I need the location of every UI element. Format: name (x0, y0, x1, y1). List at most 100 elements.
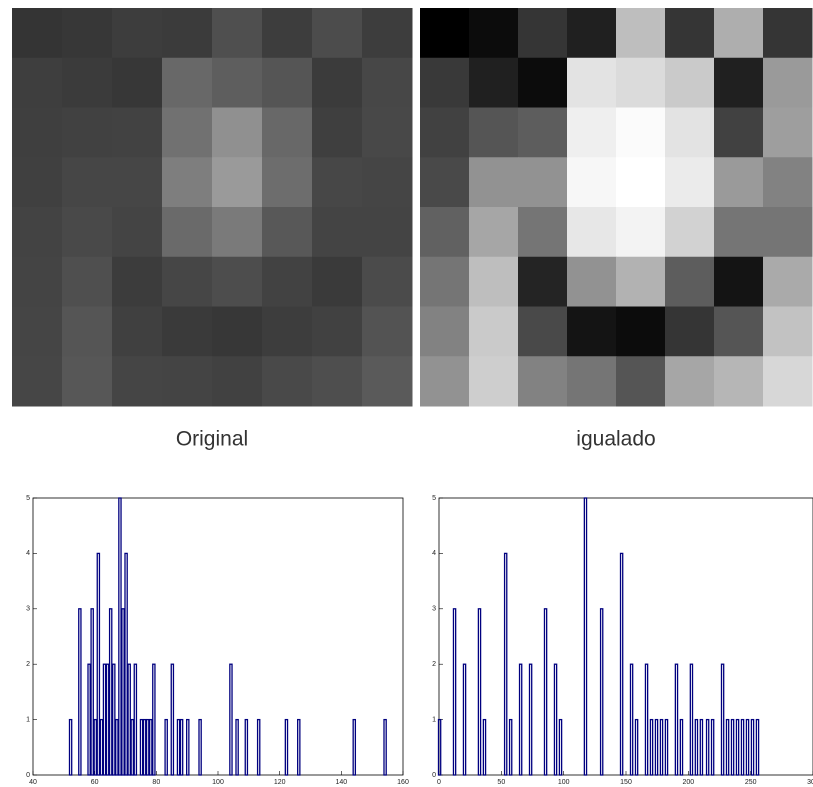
pixel-cell (362, 307, 413, 357)
pixel-cell (362, 207, 413, 257)
pixel-cell (763, 58, 813, 108)
pixel-cell (420, 8, 470, 58)
pixel-cell (62, 8, 113, 58)
y-tick-label: 5 (26, 495, 30, 502)
pixel-cell (616, 307, 666, 357)
x-tick-label: 300 (807, 779, 813, 786)
histogram-bar (675, 664, 677, 775)
pixel-cell (112, 58, 163, 108)
y-tick-label: 3 (26, 606, 30, 613)
pixel-cell (12, 356, 63, 406)
x-tick-label: 150 (620, 779, 632, 786)
histogram-bar (645, 664, 647, 775)
histogram-bar (94, 720, 96, 775)
pixel-cell (567, 356, 617, 406)
pixel-cell (62, 307, 113, 357)
pixel-cell (312, 157, 363, 207)
histogram-bar (298, 720, 300, 775)
pixel-cell (12, 157, 63, 207)
y-tick-label: 4 (26, 550, 30, 557)
pixel-cell (262, 108, 313, 158)
histogram-bar (91, 609, 93, 775)
pixel-cell (714, 356, 764, 406)
pixel-cell (112, 8, 163, 58)
pixel-cell (12, 207, 63, 257)
pixel-cell (312, 257, 363, 307)
histogram-bar (88, 664, 90, 775)
histogram-bar (79, 609, 81, 775)
pixel-cell (420, 356, 470, 406)
pixel-cell (616, 157, 666, 207)
pixel-cell (420, 157, 470, 207)
pixel-cell (162, 307, 213, 357)
pixel-cell (616, 356, 666, 406)
pixel-cell (567, 307, 617, 357)
histogram-bar (478, 609, 480, 775)
histogram-bar (554, 664, 556, 775)
histogram-bar (736, 720, 738, 775)
pixel-cell (763, 356, 813, 406)
pixel-cell (714, 157, 764, 207)
pixel-cell (763, 157, 813, 207)
x-tick-label: 80 (152, 779, 160, 786)
y-tick-label: 1 (432, 716, 436, 723)
histogram-bar (463, 664, 465, 775)
pixel-cell (469, 157, 519, 207)
pixel-cell (262, 207, 313, 257)
pixel-cell (518, 108, 568, 158)
pixel-cell (112, 356, 163, 406)
pixel-cell (714, 307, 764, 357)
pixel-cell (12, 8, 63, 58)
histogram-bar (660, 720, 662, 775)
histogram-bar (230, 664, 232, 775)
histogram-bar (171, 664, 173, 775)
histogram-bar (690, 664, 692, 775)
histogram-bar (584, 498, 586, 775)
image-caption: Original (176, 428, 248, 451)
pixel-cell (616, 8, 666, 58)
histogram-bar (510, 720, 512, 775)
histogram-bar (147, 720, 149, 775)
pixel-cell (262, 257, 313, 307)
pixel-cell (469, 356, 519, 406)
pixel-cell (162, 58, 213, 108)
histogram-bar (110, 609, 112, 775)
pixel-cell (62, 157, 113, 207)
pixel-cell (362, 58, 413, 108)
histogram-bar (721, 664, 723, 775)
pixel-cell (112, 157, 163, 207)
pixel-cell (62, 58, 113, 108)
pixel-cell (665, 257, 715, 307)
pixel-cell (567, 8, 617, 58)
y-tick-label: 2 (26, 661, 30, 668)
y-tick-label: 1 (26, 716, 30, 723)
pixel-cell (262, 356, 313, 406)
pixel-cell (567, 207, 617, 257)
x-tick-label: 200 (682, 779, 694, 786)
pixel-cell (665, 356, 715, 406)
histogram-bar (140, 720, 142, 775)
histogram-bar (650, 720, 652, 775)
pixel-cell (714, 207, 764, 257)
pixel-cell (420, 207, 470, 257)
histogram-bar (113, 664, 115, 775)
pixel-cell (312, 108, 363, 158)
histogram-bar (695, 720, 697, 775)
histogram-bar (756, 720, 758, 775)
histogram-bar (544, 609, 546, 775)
y-tick-label: 0 (432, 772, 436, 779)
histogram-bar (559, 720, 561, 775)
histogram-bar (751, 720, 753, 775)
histogram-bar (384, 720, 386, 775)
pixel-cell (420, 307, 470, 357)
pixel-cell (616, 257, 666, 307)
histogram-bar (245, 720, 247, 775)
x-tick-label: 120 (274, 779, 286, 786)
pixel-cell (518, 356, 568, 406)
pixel-cell (12, 257, 63, 307)
histogram-bar (100, 720, 102, 775)
pixel-cell (312, 356, 363, 406)
histogram-bar (453, 609, 455, 775)
histogram-bar (116, 720, 118, 775)
histogram-bar (285, 720, 287, 775)
